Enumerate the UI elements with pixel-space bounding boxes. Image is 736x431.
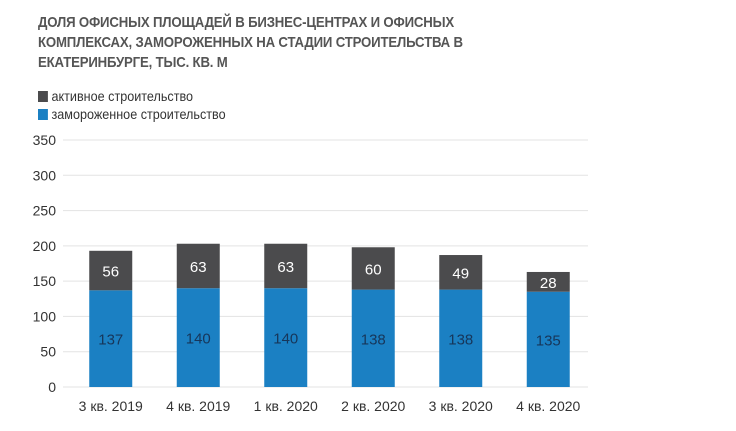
bar-segment <box>89 250 133 291</box>
data-label: 60 <box>365 261 382 278</box>
y-tick-label: 350 <box>33 132 57 148</box>
y-tick-label: 200 <box>33 238 57 254</box>
legend-swatch-active <box>38 90 48 102</box>
bar-segment <box>176 288 220 387</box>
bar-segment <box>526 271 570 292</box>
y-tick-label: 50 <box>40 344 56 360</box>
data-label: 140 <box>273 331 298 348</box>
bar-segment <box>439 289 483 387</box>
bar-segment <box>351 289 395 387</box>
y-tick-label: 100 <box>33 308 57 324</box>
data-label: 28 <box>540 275 557 292</box>
x-tick-label: 3 кв. 2020 <box>429 398 493 414</box>
x-tick-label: 2 кв. 2020 <box>341 398 405 414</box>
data-label: 137 <box>98 332 123 349</box>
legend-item-active: активное строительство <box>38 88 193 104</box>
x-tick-label: 4 кв. 2019 <box>166 398 230 414</box>
bar-segment <box>526 291 570 387</box>
bar-segment <box>351 247 395 290</box>
legend-item-frozen: замороженное строительство <box>38 106 226 122</box>
legend-label-active: активное строительство <box>51 88 194 104</box>
y-tick-label: 150 <box>33 273 57 289</box>
bar-segment <box>264 243 308 289</box>
bar-segment <box>439 255 483 290</box>
x-tick-label: 1 кв. 2020 <box>254 398 318 414</box>
y-tick-label: 300 <box>33 167 57 183</box>
data-label: 138 <box>448 331 473 348</box>
data-label: 49 <box>452 265 469 282</box>
data-label: 56 <box>102 264 119 281</box>
y-tick-label: 0 <box>48 379 56 395</box>
bar-segment <box>89 290 133 387</box>
bar-segment <box>176 243 220 289</box>
chart-title: ДОЛЯ ОФИСНЫХ ПЛОЩАДЕЙ В БИЗНЕС-ЦЕНТРАХ И… <box>38 14 463 71</box>
y-tick-label: 250 <box>33 203 57 219</box>
legend-label-frozen: замороженное строительство <box>51 106 226 122</box>
data-label: 63 <box>190 259 207 276</box>
data-label: 135 <box>536 332 561 349</box>
data-label: 63 <box>277 259 294 276</box>
x-tick-label: 4 кв. 2020 <box>516 398 580 414</box>
x-tick-label: 3 кв. 2019 <box>79 398 143 414</box>
legend-swatch-frozen <box>38 108 48 120</box>
data-label: 140 <box>186 331 211 348</box>
bar-segment <box>264 288 308 387</box>
data-label: 138 <box>361 331 386 348</box>
